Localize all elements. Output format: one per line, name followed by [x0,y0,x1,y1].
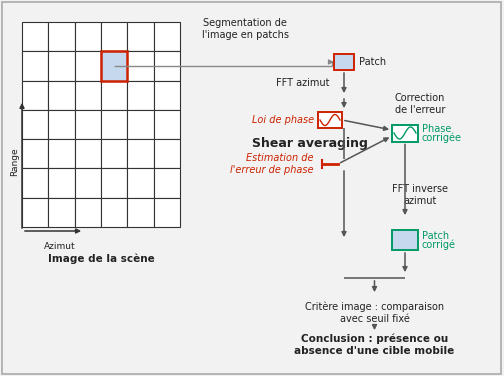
Text: Range: Range [11,147,20,176]
Bar [128,168,154,198]
Bar [154,198,180,227]
Bar [48,168,75,198]
Text: Patch: Patch [422,231,449,241]
Bar [101,110,128,139]
Text: corrigé: corrigé [422,240,456,250]
Bar [101,80,128,110]
Bar [128,51,154,80]
Bar [75,51,101,80]
Text: Estimation de
l'erreur de phase: Estimation de l'erreur de phase [230,153,314,175]
Bar [22,110,48,139]
Bar [154,51,180,80]
Text: Azimut: Azimut [44,242,76,251]
Bar [48,51,75,80]
Bar [101,139,128,168]
Bar [75,198,101,227]
Bar [75,139,101,168]
Text: Patch: Patch [359,57,386,67]
Text: Loi de phase: Loi de phase [252,115,314,125]
Bar [22,80,48,110]
Bar [22,51,48,80]
Bar [101,198,128,227]
Bar [101,22,128,51]
Bar [101,51,128,80]
Text: FFT azimut: FFT azimut [277,78,330,88]
Text: Correction
de l'erreur: Correction de l'erreur [395,93,445,115]
Text: Conclusion : présence ou
absence d'une cible mobile: Conclusion : présence ou absence d'une c… [294,334,455,356]
Text: Shear averaging: Shear averaging [252,136,368,150]
Bar [48,110,75,139]
Bar [128,139,154,168]
Bar [154,110,180,139]
Bar [75,168,101,198]
Bar [154,22,180,51]
Bar [128,110,154,139]
Bar [22,168,48,198]
Text: Segmentation de
l'image en patchs: Segmentation de l'image en patchs [202,18,288,39]
Text: corrigée: corrigée [422,133,462,143]
Bar [48,80,75,110]
Text: Critère image : comparaison
avec seuil fixé: Critère image : comparaison avec seuil f… [305,302,444,324]
Bar [48,198,75,227]
Bar [48,139,75,168]
Bar [48,22,75,51]
Bar [75,22,101,51]
Bar [128,22,154,51]
Bar [154,139,180,168]
Bar [392,124,418,141]
Bar [101,168,128,198]
Bar [22,139,48,168]
Bar [392,230,418,250]
Bar [22,198,48,227]
Bar [128,198,154,227]
Bar [75,110,101,139]
Bar [154,80,180,110]
Bar [22,22,48,51]
Text: Phase: Phase [422,124,452,134]
Bar [154,168,180,198]
Bar [101,51,128,80]
Bar [128,80,154,110]
Bar [318,112,342,128]
Bar [334,54,354,70]
Bar [75,80,101,110]
Text: FFT inverse
azimut: FFT inverse azimut [392,184,448,206]
Text: Image de la scène: Image de la scène [47,253,154,264]
